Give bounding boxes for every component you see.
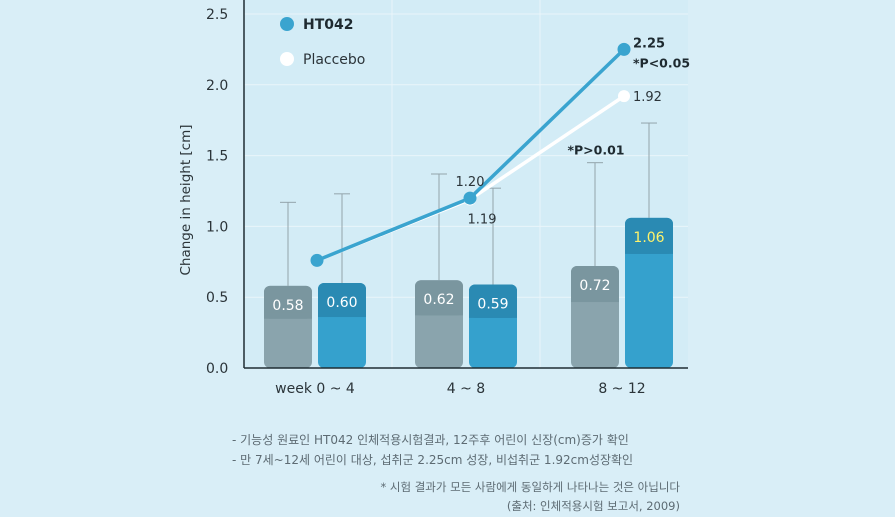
y-tick-label: 1.5 [206,149,228,165]
bar-cap-fill [264,312,312,319]
significance-annotation: *P<0.05 [633,55,690,70]
significance-annotation: *P>0.01 [567,143,624,158]
y-tick-label: 0.5 [206,290,228,306]
legend-placebo-label: Placcebo [303,52,365,68]
ht042-point [463,191,477,205]
bar-cap [625,217,673,254]
ht042-line-label: 1.20 [456,175,485,190]
source-text: (출처: 인체적용시험 보고서, 2009) [506,499,680,513]
y-tick-label: 2.5 [206,7,228,23]
legend-placebo-marker [280,52,294,66]
bar-value-label: 0.58 [272,298,303,314]
bar-cap-fill [415,309,463,316]
y-tick-label: 0.0 [206,361,228,377]
bar-cap [264,285,312,319]
bar-value-label: 0.62 [423,292,454,308]
bar-cap-fill [318,311,366,318]
placebo-line-label: 1.19 [468,212,497,227]
bar-value-label: 0.60 [326,295,357,311]
legend-ht042-marker [280,17,294,31]
disclaimer-text: * 시험 결과가 모든 사람에게 동일하게 나타나는 것은 아닙니다 [380,480,681,494]
bar-value-label: 1.06 [633,230,664,246]
bar-cap [415,280,463,316]
x-tick-label: week 0 ~ 4 [275,381,355,397]
bar-cap [318,283,366,318]
ht042-point [617,42,631,56]
bar-cap [571,266,619,303]
y-axis-label: Change in height [cm] [178,124,194,275]
placebo-point [618,90,630,103]
note-line-2: - 만 7세~12세 어린이 대상, 섭취군 2.25cm 성장, 비섭취군 1… [232,453,634,467]
bar [625,217,673,368]
bar-value-label: 0.59 [477,296,508,312]
y-tick-label: 1.0 [206,219,228,235]
bar-cap-fill [625,247,673,254]
disclaimer-block: * 시험 결과가 모든 사람에게 동일하게 나타나는 것은 아닙니다 (출처: … [200,478,681,516]
x-tick-label: 4 ~ 8 [447,381,485,397]
bar-cap-fill [469,311,517,318]
note-line-1: - 기능성 원료인 HT042 인체적용시험결과, 12주후 어린이 신장(cm… [232,433,629,447]
legend-ht042-label: HT042 [303,17,354,33]
placebo-line-label: 1.92 [633,90,662,105]
ht042-point [310,253,324,267]
bar-cap [469,284,517,318]
bar-value-label: 0.72 [579,278,610,294]
x-tick-label: 8 ~ 12 [598,381,645,397]
y-tick-label: 2.0 [206,78,228,94]
bar-cap-fill [571,296,619,303]
notes-block: - 기능성 원료인 HT042 인체적용시험결과, 12주후 어린이 신장(cm… [232,430,712,470]
ht042-line-label: 2.25 [633,36,665,51]
